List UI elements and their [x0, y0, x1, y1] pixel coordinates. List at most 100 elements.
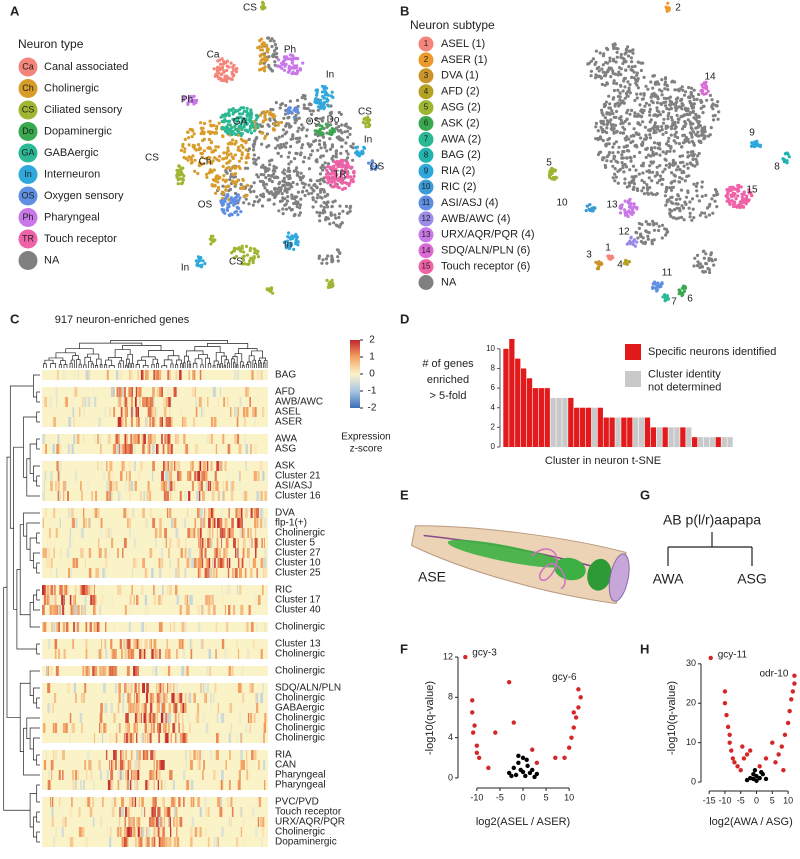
- heatmap-cell: [181, 666, 185, 676]
- cell-point: [612, 115, 616, 119]
- heatmap-cell: [191, 639, 194, 649]
- dendrogram-branch: [186, 350, 204, 357]
- cell-point: [224, 188, 228, 192]
- heatmap-cell: [191, 817, 194, 827]
- heatmap-cell: [247, 548, 250, 558]
- cell-point: [644, 84, 648, 88]
- heatmap-cell: [129, 649, 133, 659]
- colorbar: [350, 340, 360, 408]
- cell-point: [681, 133, 685, 138]
- cell-point: [224, 61, 228, 65]
- heatmap-cell: [83, 434, 85, 444]
- cell-point: [310, 191, 314, 195]
- heatmap-cell: [128, 703, 131, 713]
- heatmap-cell: [188, 491, 191, 501]
- heatmap-cell: [113, 750, 116, 760]
- heatmap-cell: [252, 807, 255, 817]
- colorbar-tick-label: -2: [368, 403, 377, 414]
- dendrogram-branch: [36, 562, 40, 574]
- cell-point: [332, 179, 336, 183]
- heatmap-cell: [133, 723, 136, 733]
- cell-point: [307, 143, 311, 147]
- cell-point: [213, 148, 217, 152]
- cell-point: [260, 204, 265, 208]
- heatmap-cell: [47, 558, 51, 568]
- heatmap-cell: [149, 407, 152, 417]
- cell-point: [328, 222, 332, 226]
- cell-point: [361, 120, 365, 124]
- cell-point: [648, 136, 653, 140]
- cell-point: [608, 102, 612, 106]
- cell-point: [604, 144, 608, 148]
- cell-point: [236, 119, 240, 123]
- cell-point: [607, 254, 611, 258]
- heatmap-cell: [88, 693, 91, 703]
- cell-point: [240, 151, 244, 155]
- cell-point: [256, 125, 260, 130]
- cell-point: [667, 107, 671, 111]
- heatmap-cell: [65, 797, 69, 807]
- cell-point: [602, 102, 607, 107]
- cell-point: [285, 199, 290, 203]
- row-label: RIA: [275, 750, 292, 761]
- heatmap-cell: [123, 444, 126, 454]
- heatmap-cell: [181, 622, 185, 632]
- legend-number: 4: [424, 87, 429, 96]
- heatmap-cell: [171, 693, 175, 703]
- cell-point: [284, 103, 288, 108]
- cell-point: [682, 124, 686, 128]
- heatmap-cell: [255, 827, 258, 837]
- cell-point: [626, 54, 631, 58]
- cell-point: [697, 199, 702, 203]
- heatmap-cell: [257, 471, 260, 481]
- cell-point: [247, 202, 251, 206]
- cell-point: [233, 172, 238, 176]
- dendrogram-branch: [87, 353, 100, 360]
- heatmap-cell: [138, 713, 142, 723]
- cell-point: [223, 76, 227, 80]
- cell-point: [258, 68, 262, 72]
- cell-point: [680, 85, 684, 89]
- heatmap-cell: [140, 461, 143, 471]
- heatmap-cell: [65, 817, 67, 827]
- cell-point: [663, 82, 667, 87]
- cell-point: [695, 97, 699, 101]
- cell-point: [348, 181, 352, 185]
- cell-point: [301, 61, 305, 65]
- heatmap-cell: [153, 417, 155, 427]
- row-label: ASEL: [275, 407, 301, 418]
- heatmap-cell: [210, 780, 213, 790]
- cell-point: [700, 194, 704, 198]
- heatmap-cell: [63, 397, 65, 407]
- cell-point: [657, 224, 661, 228]
- cell-point: [338, 175, 342, 180]
- heatmap-cell: [123, 639, 126, 649]
- heatmap-cell: [149, 548, 153, 558]
- heatmap-cell: [214, 683, 217, 693]
- heatmap-cell: [85, 649, 88, 659]
- cell-point: [609, 159, 613, 163]
- legend-label: BAG (2): [441, 149, 481, 161]
- heatmap-cell: [191, 461, 194, 471]
- heatmap-cell: [155, 649, 159, 659]
- cell-point: [266, 50, 270, 54]
- heatmap-cell: [128, 693, 132, 703]
- heatmap-cell: [158, 387, 162, 397]
- cell-point: [655, 101, 660, 105]
- heatmap-cell: [248, 387, 250, 397]
- heatmap-cell: [256, 703, 259, 713]
- cell-point: [251, 261, 255, 265]
- heatmap-cell: [154, 528, 158, 538]
- row-label: Cholinergic: [275, 622, 325, 633]
- heatmap-cell: [118, 397, 122, 407]
- cell-point: [197, 258, 201, 262]
- cell-point: [177, 164, 181, 168]
- legend-number: 1: [424, 39, 429, 48]
- cell-point: [332, 127, 336, 131]
- cell-point: [623, 162, 627, 167]
- cell-point: [298, 136, 302, 140]
- heatmap-cell: [244, 723, 248, 733]
- heatmap-cell: [43, 595, 46, 605]
- heatmap-cell: [129, 528, 131, 538]
- heatmap-cell: [49, 538, 52, 548]
